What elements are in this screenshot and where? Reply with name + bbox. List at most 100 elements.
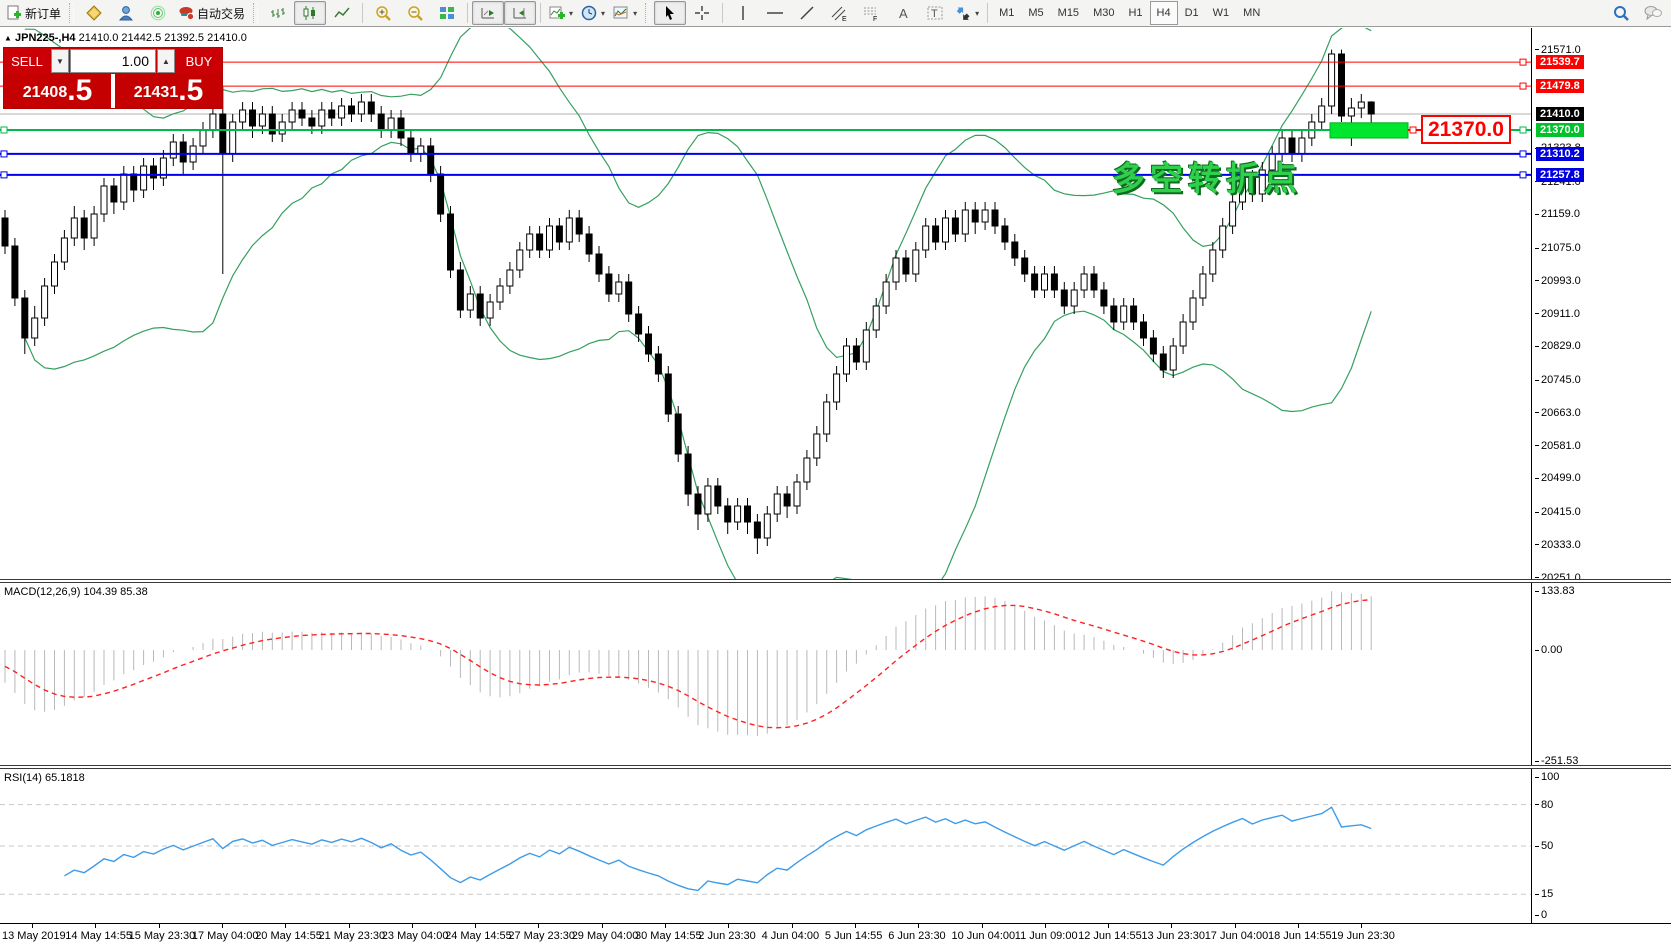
sell-price[interactable]: 21408.5	[4, 74, 111, 108]
timeframe-m1[interactable]: M1	[999, 7, 1015, 19]
bear-candle	[753, 521, 761, 539]
bear-candle	[674, 413, 682, 455]
signals-button[interactable]	[142, 1, 174, 25]
price-tick: 21159.0	[1535, 208, 1580, 220]
time-label: 2 Jun 23:30	[698, 930, 756, 942]
line-handle[interactable]	[1519, 82, 1527, 90]
bear-candle	[536, 233, 544, 251]
line-handle[interactable]	[0, 171, 8, 179]
bear-candle	[625, 281, 633, 315]
line-handle[interactable]	[1519, 58, 1527, 66]
bull-candle	[882, 281, 890, 307]
price-tick: 20415.0	[1535, 506, 1581, 518]
crosshair-icon	[694, 5, 710, 21]
callout-anchor[interactable]	[1409, 126, 1417, 134]
strategy-tester-button[interactable]	[110, 1, 142, 25]
equidistant-channel-button[interactable]: E	[823, 1, 855, 25]
highlight-rectangle[interactable]	[1329, 122, 1409, 139]
line-chart-button[interactable]	[326, 1, 358, 25]
buy-price[interactable]: 21431.5	[115, 74, 222, 108]
bull-candle	[90, 213, 98, 239]
cursor-button[interactable]	[654, 1, 687, 25]
panel-splitter[interactable]	[0, 579, 1671, 583]
auto-scroll-button[interactable]	[472, 1, 505, 25]
bar-chart-button[interactable]	[262, 1, 294, 25]
timeframe-m15[interactable]: M15	[1057, 7, 1080, 19]
macd-axis-tick: -251.53	[1535, 755, 1578, 767]
volume-input[interactable]: 1.00	[70, 49, 156, 73]
turning-point-annotation[interactable]: 多空转折点	[1112, 160, 1302, 197]
bear-candle	[654, 353, 662, 375]
volume-increase-button[interactable]: ▲	[157, 49, 175, 73]
bear-candle	[447, 213, 454, 271]
bull-candle	[1169, 345, 1177, 371]
price-tick: 20993.0	[1535, 275, 1581, 287]
rsi-plot[interactable]: RSI(14) 65.1818	[0, 769, 1532, 923]
line-handle[interactable]	[1519, 126, 1527, 134]
vertical-line-button[interactable]	[727, 1, 759, 25]
panel-splitter[interactable]	[0, 765, 1671, 769]
price-tick: 20581.0	[1535, 440, 1581, 452]
indicators-button[interactable]: ▾	[545, 1, 577, 25]
timeframe-h1[interactable]: H1	[1128, 7, 1143, 19]
bar-chart-icon	[270, 5, 286, 21]
time-tick	[411, 924, 413, 928]
macd-plot[interactable]: MACD(12,26,9) 104.39 85.38	[0, 583, 1532, 765]
search-icon	[1613, 5, 1630, 22]
timeframe-m30[interactable]: M30	[1093, 7, 1115, 19]
bull-candle	[1209, 249, 1217, 275]
bear-candle	[1140, 321, 1147, 339]
autotrading-icon	[178, 5, 195, 21]
timeframe-w1[interactable]: W1	[1212, 7, 1230, 19]
fibonacci-button[interactable]: F	[855, 1, 887, 25]
autotrading-button[interactable]: 自动交易	[174, 1, 249, 25]
timeframe-m5[interactable]: M5	[1028, 7, 1044, 19]
main-chart-plot[interactable]: ▲ JPN225-,H4 21410.0 21442.5 21392.5 214…	[0, 28, 1532, 579]
periods-button[interactable]: ▾	[577, 1, 609, 25]
time-axis[interactable]: 13 May 2019 14 May 14:55 15 May 23:30 17 Ma…	[0, 923, 1671, 946]
macd-axis: 133.83 0.00 -251.53	[1533, 583, 1671, 767]
volume-decrease-button[interactable]: ▼	[51, 49, 69, 73]
vertical-line-icon	[736, 5, 750, 21]
svg-text:F: F	[873, 16, 877, 22]
timeframe-h4[interactable]: H4	[1149, 1, 1178, 25]
symbol-period: JPN225-,H4	[14, 32, 76, 44]
rsi-axis-tick: 80	[1535, 799, 1553, 811]
crosshair-button[interactable]	[686, 1, 718, 25]
candlestick-chart-button[interactable]	[294, 1, 327, 25]
line-handle[interactable]	[1519, 150, 1527, 158]
market-watch-button[interactable]	[78, 1, 110, 25]
bear-candle	[783, 493, 791, 507]
tile-windows-button[interactable]	[431, 1, 463, 25]
zoom-in-button[interactable]	[367, 1, 399, 25]
sell-button[interactable]: SELL	[4, 48, 50, 74]
line-handle[interactable]	[1519, 171, 1527, 179]
bull-candle	[357, 101, 365, 115]
bear-candle	[328, 109, 336, 119]
time-tick	[918, 924, 920, 928]
one-click-trade-panel: SELL ▼ 1.00 ▲ BUY 21408.5 21431.5	[3, 47, 223, 109]
time-label: 20 May 14:55	[255, 930, 322, 942]
bull-candle	[387, 117, 395, 131]
arrows-button[interactable]: ▾	[951, 1, 983, 25]
timeframe-d1[interactable]: D1	[1184, 7, 1199, 19]
search-button[interactable]	[1605, 1, 1637, 25]
buy-button[interactable]: BUY	[176, 48, 222, 74]
line-handle[interactable]	[0, 150, 8, 158]
trendline-button[interactable]	[791, 1, 823, 25]
svg-text:A: A	[899, 6, 908, 21]
line-handle[interactable]	[0, 126, 8, 134]
text-label-button[interactable]: T	[919, 1, 951, 25]
collapse-triangle-icon[interactable]: ▲	[4, 33, 12, 43]
bull-candle	[763, 513, 771, 539]
bear-candle	[130, 173, 138, 191]
zoom-out-button[interactable]	[399, 1, 431, 25]
text-button[interactable]: A	[887, 1, 919, 25]
templates-button[interactable]: ▾	[609, 1, 641, 25]
price-callout-label[interactable]: 21370.0	[1421, 115, 1511, 144]
timeframe-mn[interactable]: MN	[1243, 7, 1261, 19]
community-chat-button[interactable]	[1637, 1, 1669, 25]
new-order-button[interactable]: 新订单	[2, 1, 65, 25]
horizontal-line-button[interactable]	[759, 1, 791, 25]
chart-shift-button[interactable]	[504, 1, 537, 25]
